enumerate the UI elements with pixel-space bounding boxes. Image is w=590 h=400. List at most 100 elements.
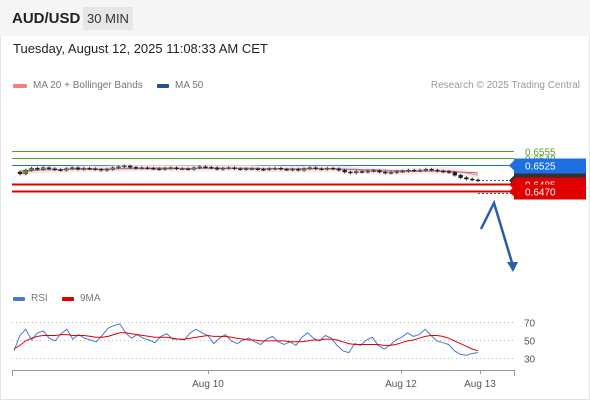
candle-body (209, 167, 214, 169)
candle-body (290, 168, 295, 171)
chart-datetime: Tuesday, August 12, 2025 11:08:33 AM CET (13, 41, 268, 56)
candle-body (156, 168, 162, 170)
candle (458, 173, 463, 180)
candle-body (330, 168, 336, 170)
candle (122, 164, 127, 169)
candle (58, 168, 63, 172)
candle-body (232, 167, 237, 170)
candle (156, 167, 162, 171)
candle (52, 167, 57, 172)
candle-body (249, 168, 255, 170)
candle-body (52, 168, 57, 170)
ma9-swatch (62, 296, 74, 301)
candle (435, 168, 440, 173)
candle (69, 166, 75, 171)
rsi-9ma-line (13, 332, 479, 352)
legend-rsi-label: RSI (31, 293, 48, 304)
x-tick-label: Aug 10 (192, 379, 224, 390)
rsi-swatch (13, 296, 25, 301)
candle (162, 166, 168, 171)
candle (64, 167, 69, 172)
candle-body (429, 168, 434, 171)
candle (40, 166, 46, 171)
candle-body (255, 168, 260, 170)
candle-body (261, 168, 266, 171)
candle-body (40, 167, 46, 170)
candle (29, 166, 34, 172)
candle (429, 167, 434, 172)
candle-body (75, 167, 81, 170)
level-label-0.6525: 0.6525 (525, 162, 556, 173)
candle-body (417, 169, 423, 172)
candle (209, 165, 214, 170)
candle (185, 167, 191, 171)
candle (87, 166, 92, 171)
x-tick-label: Aug 12 (385, 379, 417, 390)
rsi-tick-label: 70 (524, 319, 536, 330)
candle (238, 167, 243, 171)
rsi-tick-label: 50 (524, 337, 536, 348)
candle (110, 166, 115, 171)
chart-header: AUD/USD 30 MIN (0, 0, 590, 36)
candle-body (17, 171, 23, 175)
candle (325, 166, 330, 171)
candle-body (400, 170, 405, 173)
candle (81, 166, 86, 171)
candle-body (325, 168, 330, 170)
candle-body (365, 170, 371, 173)
candle-body (319, 168, 324, 170)
candle-body (58, 169, 63, 171)
candle-body (359, 171, 365, 173)
candle-body (23, 169, 28, 175)
candle (180, 167, 185, 171)
candle (290, 167, 295, 172)
candle (371, 169, 376, 173)
x-tick-label: Aug 13 (464, 379, 496, 390)
candle (412, 168, 417, 172)
candle-body (272, 168, 278, 170)
candle-body (191, 167, 197, 170)
candle (452, 171, 458, 177)
candle (441, 169, 446, 173)
level-box-0.6470 (514, 184, 586, 200)
candle (336, 167, 342, 172)
candle-body (133, 167, 139, 169)
candle (365, 169, 371, 174)
candle (127, 164, 133, 169)
level-label-0.6555: 0.6555 (525, 148, 556, 159)
candle (319, 167, 324, 171)
candle (23, 168, 28, 176)
candle-body (278, 168, 284, 170)
candle (174, 166, 179, 171)
candle (243, 167, 249, 171)
candle-body (267, 168, 272, 170)
candle-body (313, 167, 318, 170)
candle (417, 168, 423, 172)
candle-body (406, 169, 411, 172)
candle (296, 167, 301, 172)
candle (145, 166, 150, 170)
candle (46, 166, 52, 171)
candle (383, 170, 388, 175)
candle-body (446, 171, 452, 173)
candle-body (475, 179, 481, 182)
candle-body (458, 175, 463, 178)
candle-body (301, 168, 307, 171)
candle (93, 167, 98, 171)
candle (377, 169, 382, 174)
candle-body (180, 168, 185, 170)
candle-body (464, 177, 469, 180)
candle (272, 166, 278, 171)
candle (226, 166, 231, 170)
candle (267, 167, 272, 172)
candle-body (214, 167, 220, 170)
candle (220, 166, 226, 171)
candle (116, 165, 121, 170)
candle (98, 167, 104, 172)
candle-body (377, 170, 382, 173)
candle (330, 166, 336, 171)
timeframe-button[interactable]: 30 MIN (83, 7, 133, 30)
candle (348, 170, 353, 175)
candle (133, 165, 139, 170)
